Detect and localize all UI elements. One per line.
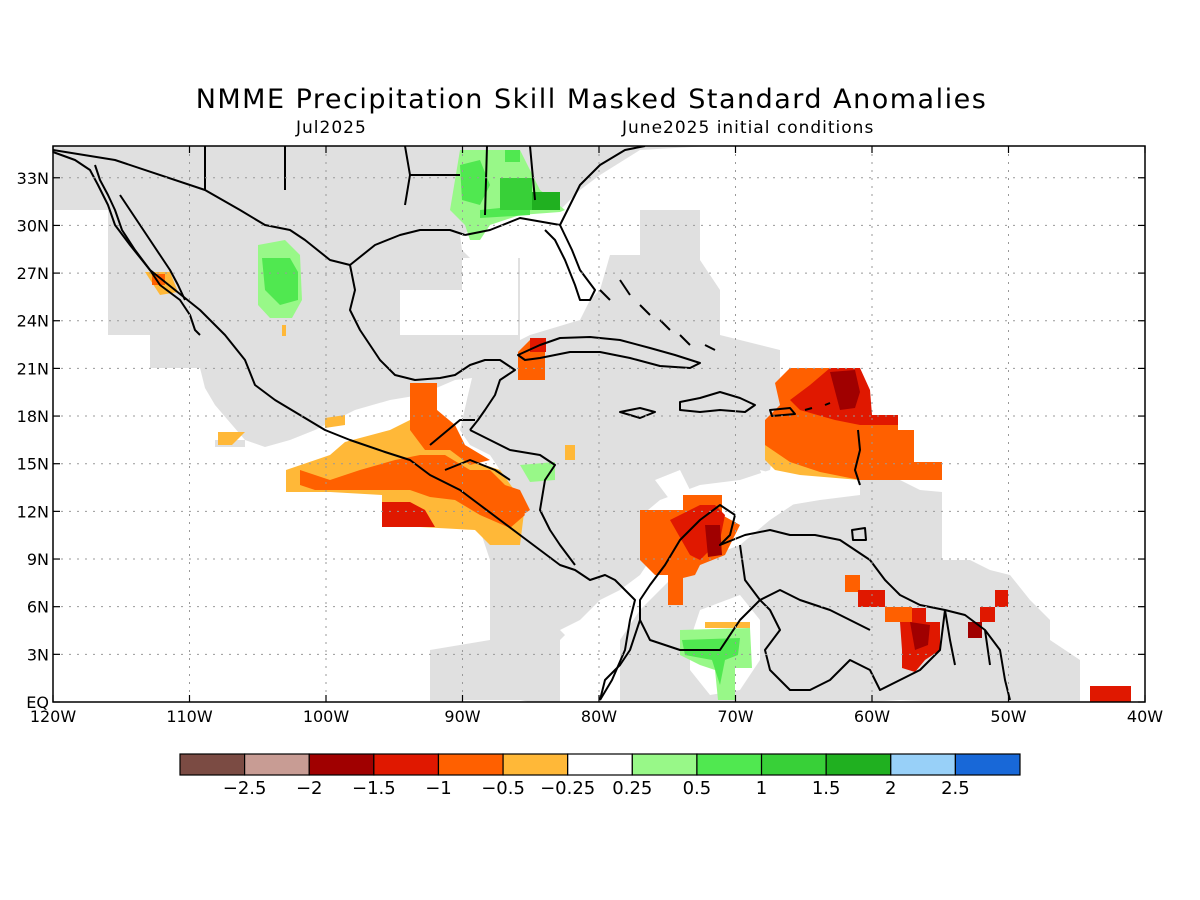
x-tick-label: 40W xyxy=(1127,707,1163,726)
anomaly-plus-0.5 xyxy=(505,150,520,162)
colorbar-swatch xyxy=(954,753,1021,776)
anomaly-minus-1 xyxy=(858,590,885,607)
plot-area xyxy=(53,146,1145,702)
anomaly-minus-0.5 xyxy=(490,480,530,520)
colorbar-label: −0.25 xyxy=(540,778,595,799)
y-tick-label: 9N xyxy=(27,550,49,569)
y-tick-label: 33N xyxy=(17,169,49,188)
anomaly-minus-0.25 xyxy=(282,325,286,336)
colorbar-swatch xyxy=(437,753,504,776)
y-tick-label: 15N xyxy=(17,455,49,474)
y-tick-label: EQ xyxy=(26,693,49,712)
colorbar-swatch xyxy=(567,753,633,776)
anomaly-minus-1 xyxy=(912,608,926,622)
anomaly-minus-1 xyxy=(1090,686,1131,702)
colorbar-swatch xyxy=(502,753,569,776)
x-tick-label: 90W xyxy=(444,707,480,726)
colorbar-label: 2.5 xyxy=(941,778,970,799)
anomaly-plus-0.5 xyxy=(262,258,298,305)
x-tick-label: 70W xyxy=(717,707,753,726)
colorbar-swatch xyxy=(308,753,375,776)
anomaly-plus-0.5 xyxy=(460,160,490,205)
colorbar-swatch xyxy=(760,753,827,776)
anomaly-minus-1.5 xyxy=(910,622,930,650)
coastlines xyxy=(53,146,1011,701)
x-tick-label: 60W xyxy=(854,707,890,726)
colorbar-label: −0.5 xyxy=(481,778,525,799)
colorbar-labels: −2.5 −2 −1.5 −1 −0.5 −0.25 0.25 0.5 1 1.5 2 2.5 xyxy=(223,778,970,799)
colorbar-label: 1.5 xyxy=(812,778,841,799)
colorbar-swatch xyxy=(373,753,440,776)
y-tick-label: 6N xyxy=(27,598,49,617)
x-tick-label: 120W xyxy=(30,707,77,726)
anomaly-minus-0.5 xyxy=(300,455,525,528)
colorbar-swatch xyxy=(631,753,698,776)
latitude-axis: EQ 3N 6N 9N 12N 15N 18N 21N 24N 27N 30N 33N xyxy=(17,169,49,712)
anomaly-minus-1 xyxy=(995,590,1008,607)
x-tick-label: 50W xyxy=(990,707,1026,726)
x-tick-label: 80W xyxy=(581,707,617,726)
anomaly-plus-1.5 xyxy=(532,192,560,210)
anomaly-minus-0.25 xyxy=(565,445,575,460)
colorbar-label: 1 xyxy=(756,778,767,799)
y-tick-label: 24N xyxy=(17,312,49,331)
colorbar-label: −1.5 xyxy=(352,778,396,799)
y-tick-label: 3N xyxy=(27,645,49,664)
map-grid xyxy=(53,146,1145,702)
colorbar-swatch xyxy=(244,753,310,776)
axis-ticks xyxy=(52,146,1146,703)
initial-conditions: June2025 initial conditions xyxy=(622,118,875,138)
x-tick-label: 110W xyxy=(166,707,213,726)
anomaly-minus-0.5 xyxy=(885,607,912,622)
anomaly-minus-0.25 xyxy=(218,432,245,445)
anomaly-minus-0.25 xyxy=(325,415,345,428)
anomaly-minus-1 xyxy=(382,502,435,527)
anomaly-minus-1.5 xyxy=(705,525,722,557)
colorbar-label: −2.5 xyxy=(223,778,267,799)
colorbar-label: −2 xyxy=(296,778,323,799)
colorbar-swatch xyxy=(825,753,892,776)
anomaly-minus-1.5 xyxy=(968,622,982,638)
longitude-axis: 120W 110W 100W 90W 80W 70W 60W 50W 40W xyxy=(30,707,1163,726)
y-tick-label: 12N xyxy=(17,502,49,521)
map-title: NMME Precipitation Skill Masked Standard… xyxy=(195,84,988,115)
anomaly-plus-1 xyxy=(500,178,532,210)
y-tick-label: 30N xyxy=(17,216,49,235)
anomaly-minus-1 xyxy=(980,607,995,622)
y-tick-label: 18N xyxy=(17,407,49,426)
colorbar-swatch xyxy=(696,753,763,776)
colorbar-label: −1 xyxy=(425,778,452,799)
colorbar-swatch xyxy=(179,753,246,776)
colorbar-label: 0.5 xyxy=(683,778,712,799)
y-tick-label: 27N xyxy=(17,264,49,283)
anomaly-minus-1.5 xyxy=(830,370,860,410)
target-month: Jul2025 xyxy=(296,118,367,138)
colorbar xyxy=(179,753,1021,776)
anomaly-minus-0.5 xyxy=(845,575,860,592)
colorbar-label: 0.25 xyxy=(612,778,652,799)
colorbar-label: 2 xyxy=(885,778,896,799)
colorbar-swatch xyxy=(890,753,956,776)
x-tick-label: 100W xyxy=(303,707,350,726)
y-tick-label: 21N xyxy=(17,359,49,378)
anomaly-minus-0.25 xyxy=(705,622,750,628)
